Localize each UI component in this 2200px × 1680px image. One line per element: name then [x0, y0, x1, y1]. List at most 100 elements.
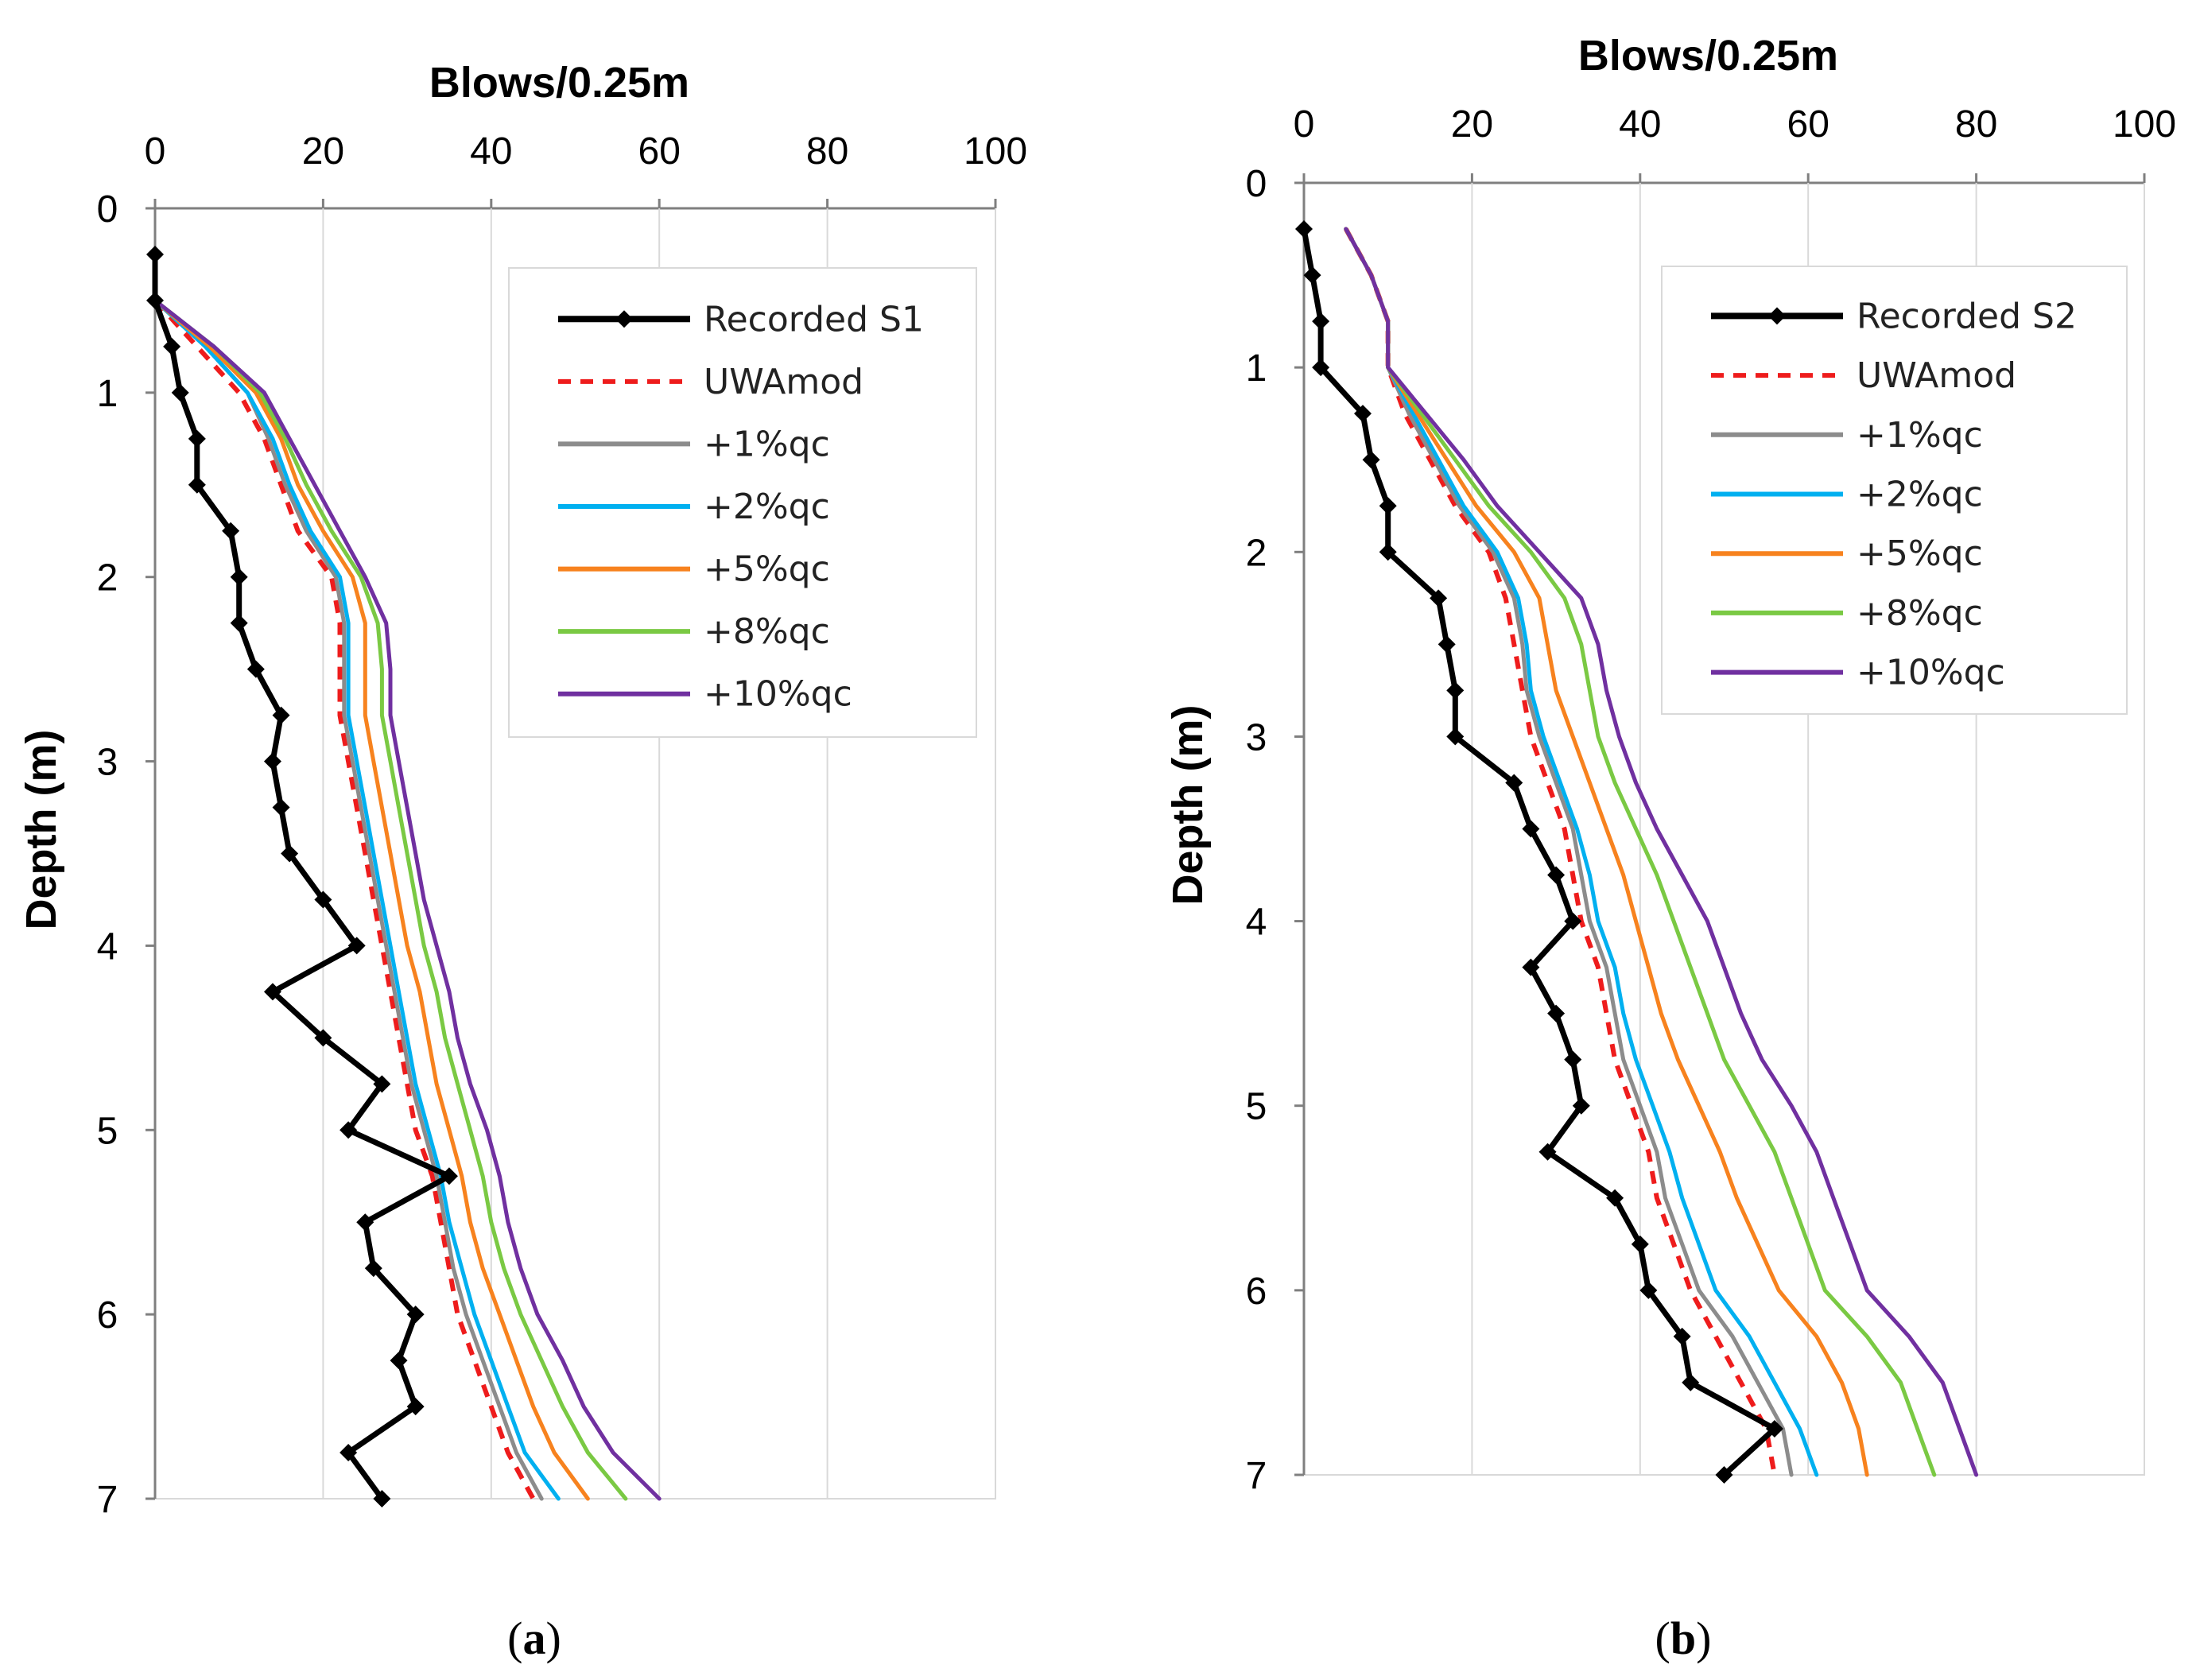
data-point-marker: [1715, 1466, 1733, 1484]
data-point-marker: [1295, 220, 1313, 239]
y-tick-label: 7: [97, 1479, 118, 1521]
data-point-marker: [340, 1121, 358, 1139]
legend-label-2pctqc: +2%qc: [1857, 475, 1983, 515]
series-line-2pctqc: [153, 298, 561, 1501]
data-point-marker: [1564, 912, 1582, 930]
data-point-marker: [1379, 543, 1397, 561]
x-tick-label: 60: [1787, 103, 1829, 145]
series-line-uwamod: [1344, 227, 1777, 1476]
series-line-1pctqc: [1344, 227, 1794, 1477]
data-point-marker: [1547, 866, 1566, 884]
data-point-marker: [406, 1306, 425, 1324]
data-point-marker: [171, 383, 189, 402]
data-point-marker: [1312, 359, 1330, 377]
y-axis-title: Depth (m): [17, 730, 65, 930]
y-tick-label: 1: [1246, 347, 1267, 390]
data-point-marker: [281, 844, 299, 863]
y-tick-label: 3: [97, 742, 118, 784]
y-tick-label: 6: [1246, 1271, 1267, 1313]
x-tick-label: 40: [1619, 103, 1661, 145]
legend-label-8pctqc: +8%qc: [1857, 593, 1983, 634]
data-point-marker: [440, 1167, 458, 1185]
y-tick-label: 0: [97, 188, 118, 231]
y-tick-label: 4: [97, 925, 118, 968]
data-point-marker: [314, 890, 332, 909]
data-point-marker: [246, 660, 265, 678]
data-point-marker: [263, 752, 281, 770]
legend-label-recorded-s1: Recorded S1: [704, 299, 924, 339]
data-point-marker: [230, 614, 248, 632]
data-point-marker: [1353, 405, 1372, 423]
data-point-marker: [1303, 266, 1321, 285]
y-tick-label: 5: [1246, 1086, 1267, 1128]
legend: Recorded S1 UWAmod +1%qc +2%qc +5%qc +8%qc +10…: [508, 267, 977, 738]
legend-label-uwamod: UWAmod: [1857, 355, 2016, 396]
legend-label-5pctqc: +5%qc: [1857, 533, 1983, 574]
x-axis-title: Blows/0.25m: [1578, 32, 1838, 80]
data-point-marker: [373, 1490, 391, 1507]
y-tick-label: 7: [1246, 1455, 1267, 1497]
data-point-marker: [356, 1213, 374, 1232]
panel-caption-letter: b: [1670, 1612, 1696, 1664]
data-point-marker: [1631, 1235, 1649, 1253]
x-tick-label: 20: [302, 130, 344, 173]
panel-caption-letter: a: [523, 1612, 546, 1664]
data-point-marker: [364, 1259, 382, 1278]
data-point-marker: [1673, 1327, 1691, 1345]
legend-label-2pctqc: +2%qc: [704, 487, 830, 527]
data-point-marker: [146, 245, 164, 263]
series-line-1pctqc: [153, 298, 544, 1501]
series-line-5pctqc: [1344, 227, 1869, 1477]
data-point-marker: [1606, 1189, 1624, 1207]
legend-label-recorded-s2: Recorded S2: [1857, 296, 2077, 336]
data-point-marker: [146, 291, 164, 309]
data-point-marker: [1639, 1281, 1658, 1299]
data-point-marker: [1538, 1143, 1557, 1161]
y-axis-title: Depth (m): [1164, 705, 1212, 906]
x-tick-label: 100: [964, 130, 1027, 173]
legend-marker: [615, 310, 633, 328]
x-tick-label: 60: [638, 130, 681, 173]
x-axis-title: Blows/0.25m: [429, 59, 689, 107]
legend: Recorded S2 UWAmod +1%qc +2%qc +5%qc +8%qc +10…: [1661, 266, 2128, 715]
legend-label-10pctqc: +10%qc: [1857, 653, 2005, 693]
y-tick-label: 6: [97, 1294, 118, 1337]
data-point-marker: [1379, 497, 1397, 515]
legend-marker: [1768, 307, 1786, 325]
series-line-8pctqc: [1344, 227, 1937, 1477]
y-tick-label: 2: [1246, 532, 1267, 574]
legend-label-10pctqc: +10%qc: [704, 674, 852, 715]
y-tick-label: 2: [97, 557, 118, 599]
y-tick-label: 4: [1246, 902, 1267, 944]
y-tick-label: 0: [1246, 163, 1267, 205]
data-point-marker: [188, 429, 206, 448]
data-point-marker: [1505, 774, 1523, 792]
data-point-marker: [1446, 681, 1465, 700]
series-line-8pctqc: [153, 298, 628, 1501]
data-point-marker: [1765, 1419, 1783, 1438]
x-tick-label: 20: [1451, 103, 1493, 145]
data-point-marker: [390, 1352, 408, 1370]
series-line-recorded-s1: [152, 251, 452, 1502]
data-point-marker: [1572, 1096, 1590, 1115]
x-tick-label: 0: [1294, 103, 1315, 145]
legend-box: [1661, 266, 2128, 715]
data-point-marker: [1430, 589, 1448, 607]
data-point-marker: [314, 1029, 332, 1047]
data-point-marker: [222, 522, 240, 540]
data-point-marker: [272, 798, 290, 817]
data-point-marker: [1438, 635, 1456, 654]
panel-caption: (b): [1655, 1612, 1712, 1664]
legend-label-8pctqc: +8%qc: [704, 611, 830, 652]
data-point-marker: [373, 1075, 391, 1093]
series-line-recorded-s2: [1301, 226, 1778, 1478]
data-point-marker: [1522, 820, 1540, 838]
data-point-marker: [230, 568, 248, 586]
data-point-marker: [1446, 727, 1465, 746]
data-point-marker: [1312, 312, 1330, 331]
data-point-marker: [1547, 1004, 1566, 1022]
legend-label-1pctqc: +1%qc: [704, 424, 830, 464]
data-point-marker: [263, 983, 281, 1001]
x-tick-label: 100: [2113, 103, 2176, 145]
